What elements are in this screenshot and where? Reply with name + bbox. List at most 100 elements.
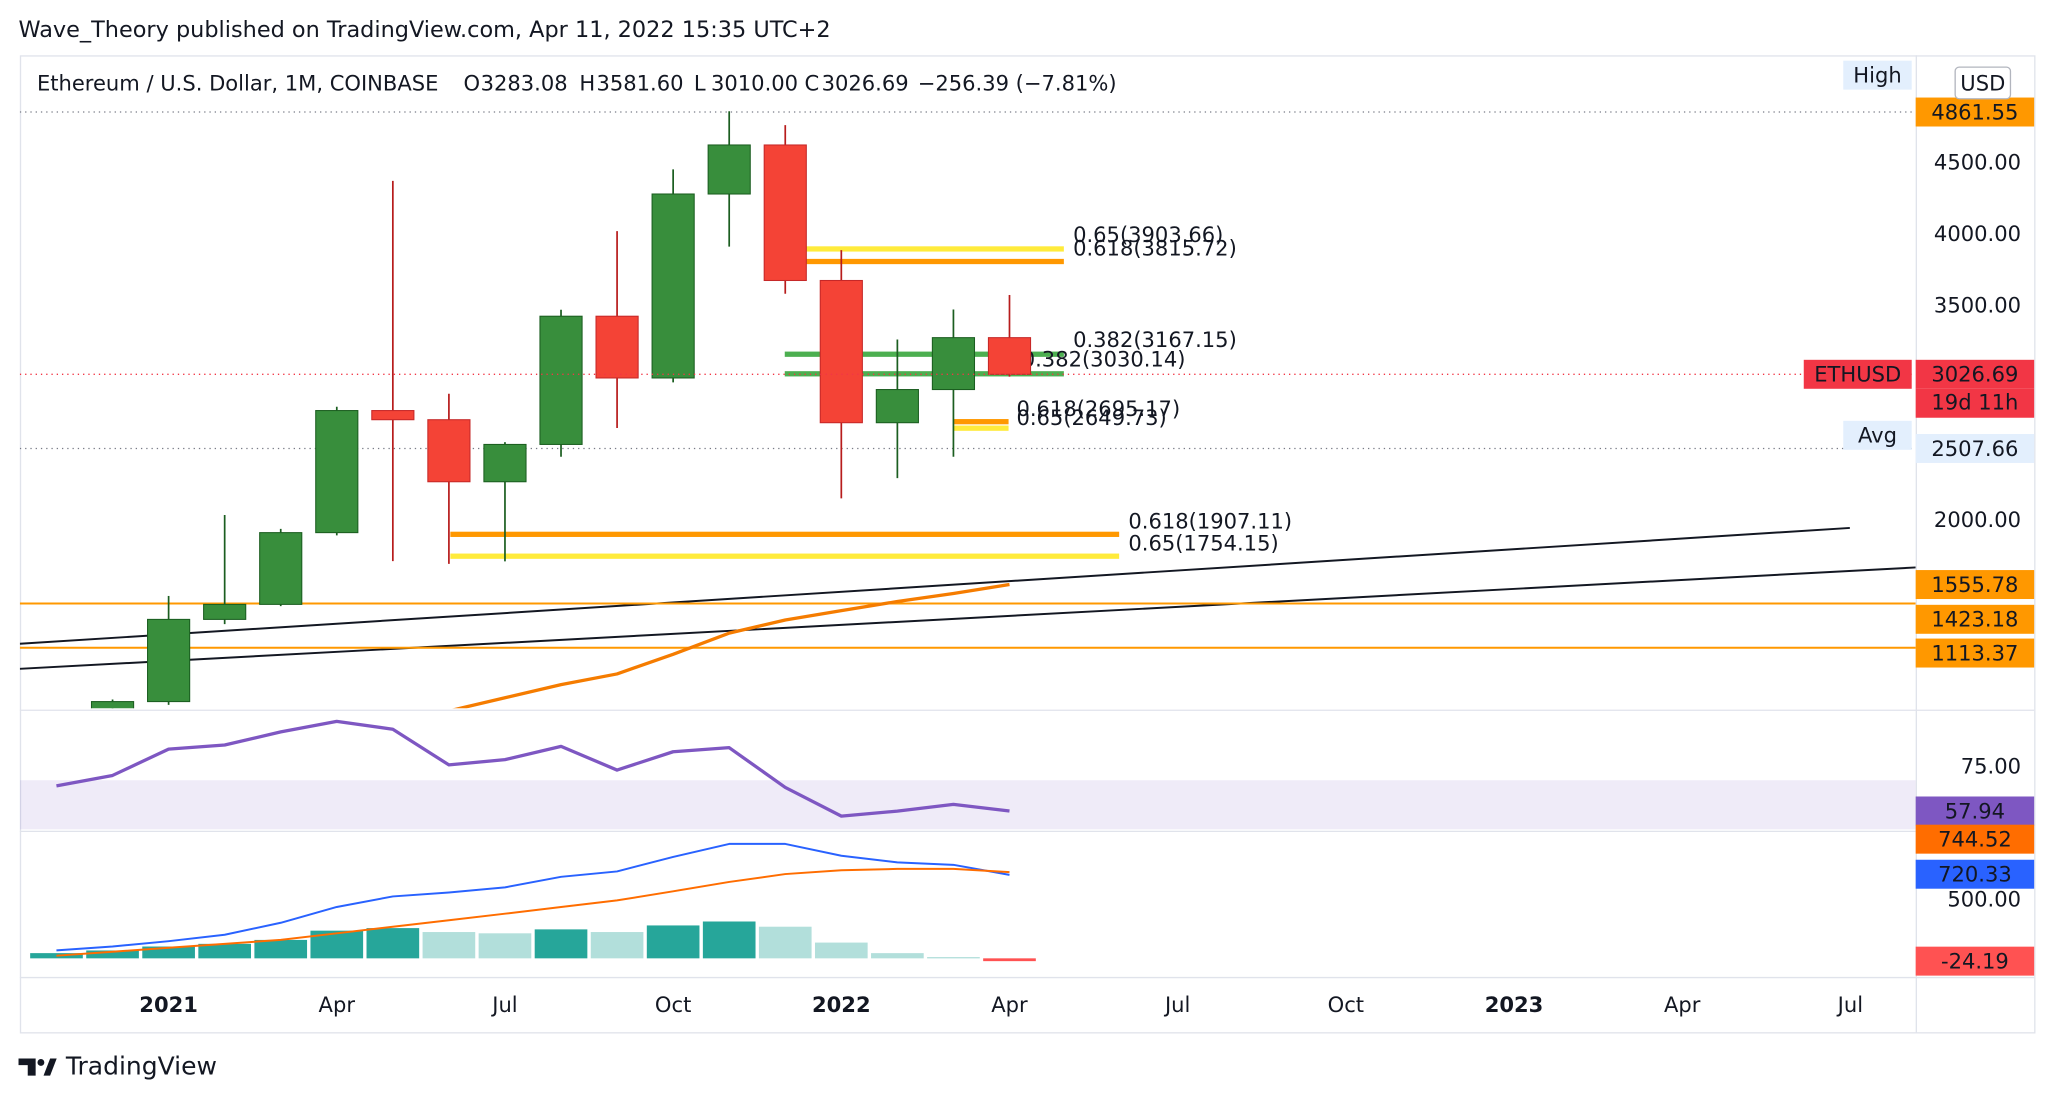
- ohlc-key: L: [694, 70, 706, 95]
- fib-label: 0.618(1907.11): [1128, 508, 1292, 533]
- x-tick-label: Apr: [991, 992, 1028, 1017]
- candle-body: [707, 144, 751, 195]
- price-badge: [1915, 796, 2035, 826]
- macd-histogram-bar: [254, 939, 308, 959]
- y-tick-label: 500.00: [1947, 886, 2021, 911]
- rsi-pane: [19, 719, 1916, 830]
- macd-histogram-bar: [814, 942, 868, 959]
- macd-histogram-bar: [422, 932, 476, 959]
- price-badge-label: 744.52: [1938, 826, 2012, 851]
- symbol-title: Ethereum / U.S. Dollar, 1M, COINBASE: [37, 70, 438, 95]
- fib-line: [450, 531, 1120, 537]
- countdown: 19d 11h: [1931, 389, 2018, 414]
- price-badge: [1915, 859, 2035, 889]
- price-badge: [1915, 434, 2035, 463]
- symbol-tag: [1803, 359, 1912, 389]
- candle-body: [147, 618, 191, 703]
- candle-body: [819, 279, 863, 424]
- price-badge-label: 720.33: [1938, 862, 2012, 887]
- main-pane: 0.65(3903.66)0.618(3815.72) 0.382(3167.15…: [19, 111, 1916, 709]
- level-tag: [1843, 420, 1912, 450]
- price-badge: [1915, 97, 2035, 127]
- fib-line: [805, 258, 1064, 265]
- fib-line: [953, 425, 1009, 431]
- ohlc-value: 3010.00: [711, 70, 798, 95]
- candle-body: [931, 337, 976, 391]
- fib-label: 0.618(3815.72): [1073, 236, 1237, 261]
- trend-line: [19, 526, 1850, 645]
- macd-line: [56, 867, 1010, 957]
- y-tick-label: 2000.00: [1934, 507, 2021, 532]
- ohlc-key: C: [805, 70, 820, 95]
- macd-histogram-bar: [646, 925, 700, 959]
- fib-label: 0.382(3030.14): [1022, 347, 1186, 372]
- price-badge-label: 1113.37: [1931, 640, 2018, 665]
- frame: [19, 55, 2036, 1034]
- macd-histogram-bar: [983, 958, 1036, 962]
- y-tick-label: 3500.00: [1934, 293, 2021, 318]
- macd-histogram-bar: [702, 921, 756, 959]
- price-badge-label: 2507.66: [1931, 436, 2018, 461]
- x-tick-label: Jul: [1836, 992, 1863, 1017]
- price-badge: [1915, 570, 2035, 600]
- candle-body: [875, 389, 919, 424]
- ohlc-key: H: [579, 70, 595, 95]
- macd-histogram-bar: [758, 926, 812, 959]
- candle-body: [90, 701, 135, 709]
- axes: Ethereum / U.S. Dollar, 1M, COINBASE O 32…: [37, 60, 2035, 1017]
- price-badge: [1915, 604, 2035, 634]
- candle-body: [427, 419, 471, 483]
- x-tick-label: Oct: [1328, 992, 1364, 1017]
- y-tick-label: 75.00: [1961, 754, 2021, 779]
- fib-line: [784, 351, 1064, 357]
- candle-body: [763, 144, 807, 282]
- ohlc-value: 3283.08: [481, 70, 568, 95]
- fib-label: 0.382(3167.15): [1073, 327, 1237, 352]
- ohlc-change: −256.39 (−7.81%): [918, 70, 1117, 95]
- fib-label: 0.65(1754.15): [1128, 530, 1278, 555]
- macd-line: [56, 842, 1010, 952]
- ohlc-key: O: [464, 70, 481, 95]
- price-badge: [1915, 359, 2035, 389]
- price-badge-label: 3026.69: [1931, 362, 2018, 387]
- candle-body: [259, 532, 303, 605]
- currency-button: [1954, 66, 2012, 100]
- candle-body: [315, 410, 359, 534]
- fib-line: [953, 419, 1009, 425]
- fib-label: 0.65(3903.66): [1073, 222, 1223, 247]
- price-badge-label: 1423.18: [1931, 607, 2018, 632]
- macd-histogram-bar: [534, 929, 588, 959]
- brand: TradingView: [65, 1052, 217, 1081]
- macd-histogram-bar: [871, 953, 924, 959]
- y-tick-label: 4500.00: [1934, 150, 2021, 175]
- macd-histogram-bar: [927, 957, 980, 959]
- logo-icon: [43, 1058, 57, 1076]
- x-tick-label: Oct: [655, 992, 691, 1017]
- countdown-badge: [1915, 388, 2035, 418]
- logo-icon: [18, 1058, 36, 1076]
- macd-histogram-bar: [366, 928, 420, 959]
- candle-body: [595, 315, 639, 379]
- logo: TradingView: [18, 1052, 217, 1081]
- macd-histogram-bar: [590, 932, 644, 959]
- price-badge-label: 57.94: [1945, 798, 2005, 823]
- fib-label: 0.65(2649.73): [1016, 405, 1166, 430]
- candle-body: [987, 337, 1032, 375]
- price-badge-label: 1555.78: [1931, 572, 2018, 597]
- ohlc-value: 3026.69: [822, 70, 909, 95]
- candle-body: [539, 315, 583, 445]
- x-tick-label: 2023: [1485, 992, 1544, 1017]
- candle-body: [371, 410, 415, 421]
- macd-histogram-bar: [198, 943, 252, 959]
- macd-pane: [30, 842, 1036, 962]
- level-tag-label: Avg: [1858, 423, 1897, 448]
- price-badge: [1915, 824, 2035, 854]
- symbol-tag-label: ETHUSD: [1814, 362, 1901, 387]
- candle-body: [483, 443, 527, 483]
- level-tag-label: High: [1853, 62, 1901, 87]
- x-tick-label: Jul: [1163, 992, 1190, 1017]
- fib-line: [784, 371, 1064, 377]
- x-tick-label: Jul: [490, 992, 517, 1017]
